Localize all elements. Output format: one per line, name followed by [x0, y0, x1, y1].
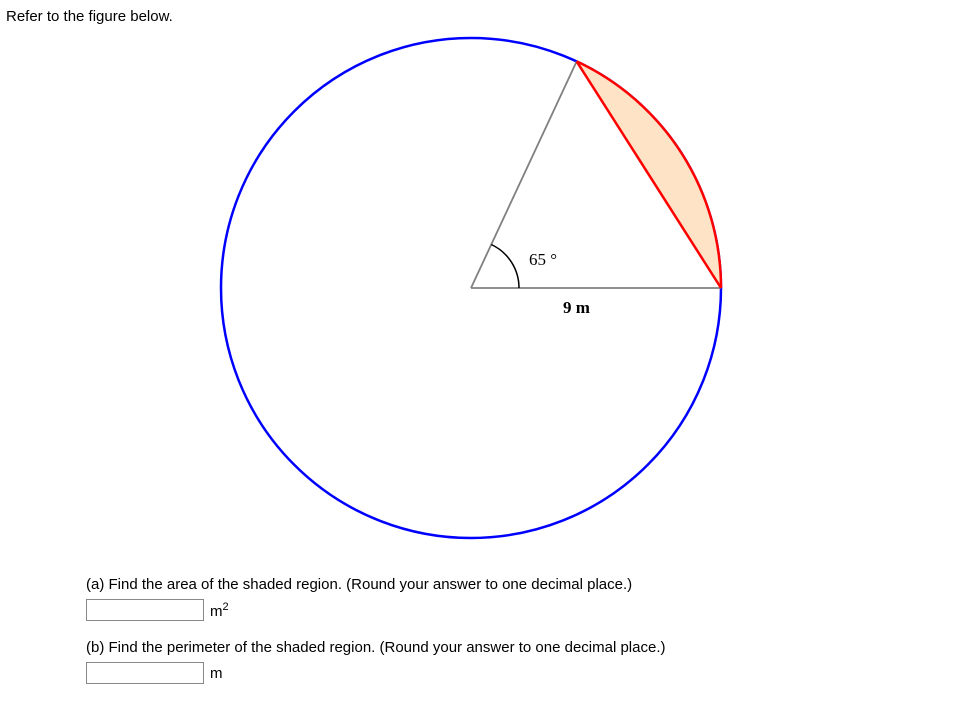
radius-angled: [471, 61, 577, 288]
page-container: Refer to the figure below. 65 ° 9 m (a) …: [0, 0, 976, 728]
answer-row-a: m2: [86, 599, 976, 621]
chord-line: [577, 61, 721, 288]
figure-svg: 65 ° 9 m: [211, 13, 771, 558]
questions-block: (a) Find the area of the shaded region. …: [86, 576, 976, 684]
answer-row-b: m: [86, 662, 976, 684]
unit-a: m2: [210, 601, 229, 620]
unit-a-exp: 2: [223, 601, 229, 613]
question-a-text: (a) Find the area of the shaded region. …: [86, 576, 976, 593]
unit-a-base: m: [210, 603, 223, 620]
answer-input-a[interactable]: [86, 599, 204, 621]
angle-label: 65 °: [529, 250, 557, 269]
unit-b: m: [210, 665, 223, 682]
question-b-text: (b) Find the perimeter of the shaded reg…: [86, 639, 976, 656]
figure-wrapper: 65 ° 9 m: [6, 13, 976, 558]
angle-marker-arc: [491, 244, 519, 288]
answer-input-b[interactable]: [86, 662, 204, 684]
radius-label: 9 m: [563, 298, 590, 317]
